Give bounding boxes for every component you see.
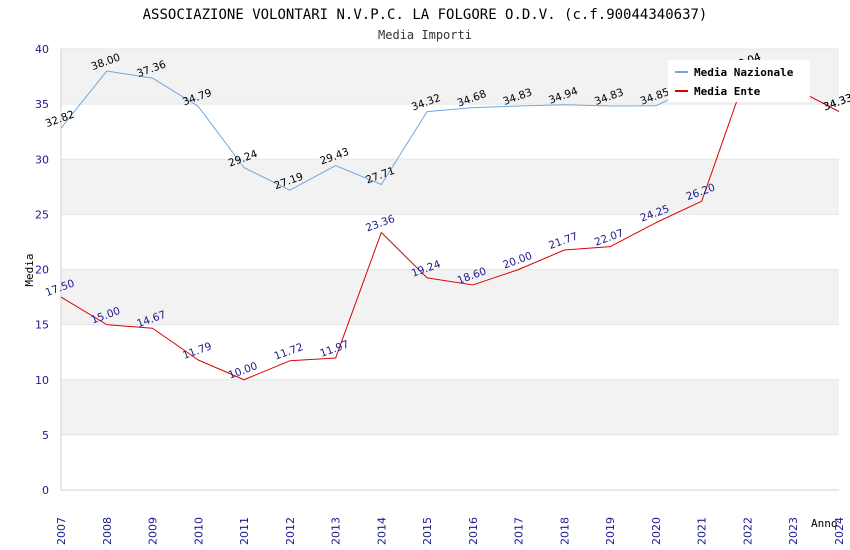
y-tick-label: 15 bbox=[35, 319, 49, 332]
x-tick-label: 2007 bbox=[55, 517, 68, 545]
grid-band bbox=[61, 159, 839, 215]
grid-band bbox=[61, 324, 839, 380]
x-tick-label: 2011 bbox=[238, 517, 251, 545]
x-tick-label: 2021 bbox=[696, 517, 709, 545]
y-tick-label: 20 bbox=[35, 264, 49, 277]
x-tick-label: 2016 bbox=[467, 517, 480, 545]
x-tick-label: 2022 bbox=[741, 517, 754, 545]
x-tick-label: 2017 bbox=[513, 517, 526, 545]
chart-subtitle: Media Importi bbox=[378, 28, 472, 42]
x-tick-label: 2020 bbox=[650, 517, 663, 545]
x-tick-label: 2009 bbox=[147, 517, 160, 545]
y-tick-label: 10 bbox=[35, 374, 49, 387]
x-tick-label: 2010 bbox=[192, 517, 205, 545]
y-tick-label: 35 bbox=[35, 98, 49, 111]
x-tick-label: 2015 bbox=[421, 517, 434, 545]
x-axis: 2007 2008 2009 2010 2011 2012 2013 2014 2015 2016… bbox=[55, 489, 846, 545]
y-tick-label: 25 bbox=[35, 208, 49, 221]
chart-title: ASSOCIAZIONE VOLONTARI N.V.P.C. LA FOLGO… bbox=[143, 7, 708, 23]
legend-label-media-ente: Media Ente bbox=[694, 85, 761, 98]
y-tick-label: 30 bbox=[35, 153, 49, 166]
x-axis-label: Anno bbox=[811, 517, 838, 530]
grid-band bbox=[61, 434, 839, 490]
grid-band bbox=[61, 379, 839, 435]
y-axis: 0 5 10 15 20 25 30 35 40 bbox=[35, 43, 62, 497]
y-tick-label: 0 bbox=[42, 484, 49, 497]
x-tick-label: 2014 bbox=[375, 517, 388, 545]
series-line-media-ente bbox=[60, 70, 840, 381]
x-tick-label: 2019 bbox=[604, 517, 617, 545]
legend-box bbox=[668, 60, 810, 102]
y-tick-label: 5 bbox=[42, 429, 49, 442]
legend: Media Nazionale Media Ente bbox=[668, 60, 810, 102]
x-tick-label: 2013 bbox=[330, 517, 343, 545]
x-tick-label: 2024 bbox=[833, 517, 846, 545]
legend-label-media-nazionale: Media Nazionale bbox=[694, 66, 794, 79]
grid-bands bbox=[61, 48, 839, 491]
x-tick-label: 2012 bbox=[284, 517, 297, 545]
y-axis-label: Media bbox=[23, 253, 36, 286]
grid-band bbox=[61, 214, 839, 270]
x-tick-label: 2008 bbox=[101, 517, 114, 545]
grid-band bbox=[61, 104, 839, 160]
x-tick-label: 2023 bbox=[787, 517, 800, 545]
x-tick-label: 2018 bbox=[558, 517, 571, 545]
y-tick-label: 40 bbox=[35, 43, 49, 56]
grid-band bbox=[61, 269, 839, 325]
